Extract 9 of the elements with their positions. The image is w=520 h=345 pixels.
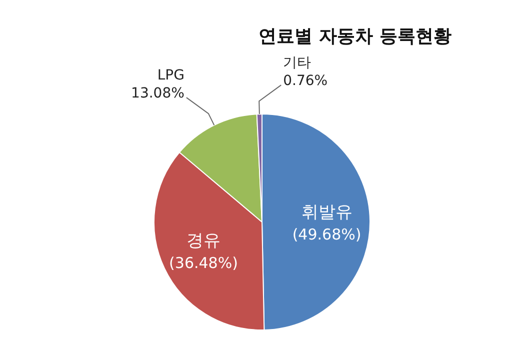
label: 13.08% xyxy=(131,86,184,102)
label: 0.76% xyxy=(283,73,328,90)
label: 휘발유 xyxy=(301,202,352,222)
label: (36.48%) xyxy=(169,254,238,272)
label: 경유 xyxy=(186,230,220,251)
label: LPG xyxy=(157,68,184,84)
label: 기타 xyxy=(283,55,312,72)
label: (49.68%) xyxy=(292,225,362,244)
title: 연료별 자동차 등록현황 xyxy=(258,26,452,47)
